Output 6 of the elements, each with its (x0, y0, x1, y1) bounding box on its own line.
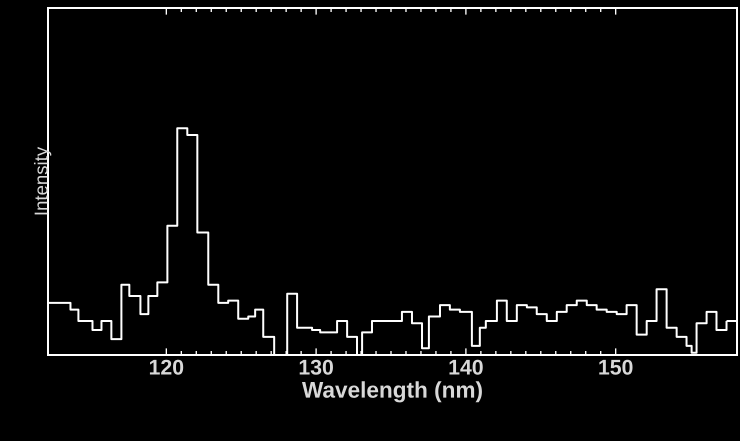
x-tick-label: 140 (450, 360, 483, 375)
x-tick-label: 150 (599, 360, 633, 375)
x-tick-label: 120 (150, 360, 184, 375)
y-axis-title: Intensity (34, 146, 52, 214)
x-tick-label: 130 (300, 360, 333, 375)
x-axis-title: Wavelength (nm) (302, 381, 482, 402)
